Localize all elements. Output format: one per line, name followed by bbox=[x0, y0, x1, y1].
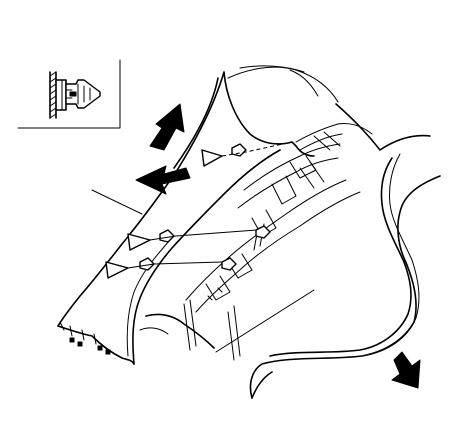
trim-panel bbox=[57, 71, 315, 365]
clip-triangle-2 bbox=[127, 233, 151, 251]
leader-clip bbox=[215, 289, 315, 353]
inset-frame bbox=[17, 59, 121, 129]
leader-trim-panel bbox=[91, 189, 143, 215]
clip-triangle-1 bbox=[201, 149, 223, 167]
inset-panel-section bbox=[49, 71, 67, 119]
vehicle-body bbox=[227, 65, 441, 399]
quarter-panel-outline bbox=[335, 103, 431, 151]
trim-clip-icon bbox=[65, 79, 101, 109]
clip-receptacles bbox=[139, 143, 271, 271]
clip-indicators bbox=[105, 141, 293, 279]
roof-outline bbox=[227, 66, 339, 103]
arrow-down-right-icon bbox=[391, 351, 421, 389]
arrow-left-icon bbox=[135, 165, 191, 195]
callout-leaders bbox=[91, 189, 315, 353]
clip-detail-inset bbox=[17, 59, 121, 129]
trim-panel-outline bbox=[57, 71, 315, 327]
clip-triangle-3 bbox=[105, 261, 129, 279]
door-opening-edge bbox=[269, 157, 412, 357]
inner-structure bbox=[139, 123, 373, 361]
arrow-up-icon bbox=[149, 103, 185, 151]
trim-panel-lower-edge bbox=[57, 325, 135, 365]
direction-arrows bbox=[135, 103, 421, 389]
